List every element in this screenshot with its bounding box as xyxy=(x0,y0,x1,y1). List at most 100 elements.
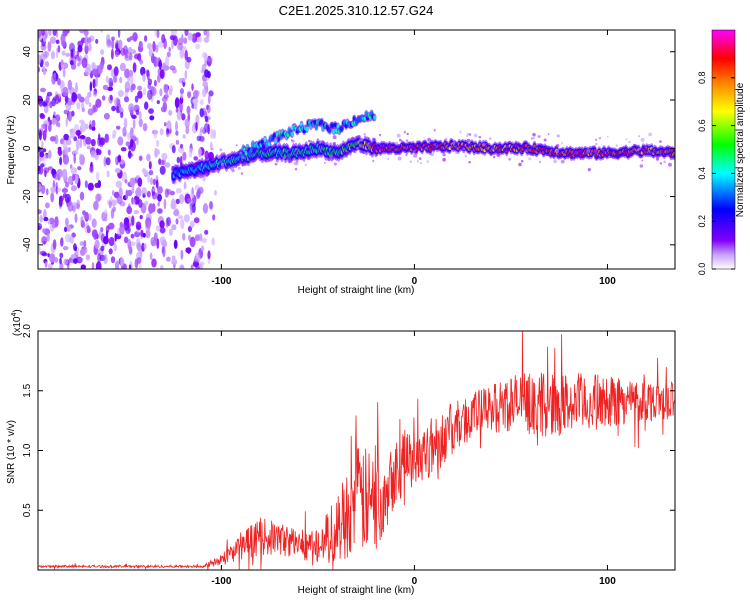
noise-blob xyxy=(132,198,136,206)
faint-dot xyxy=(615,144,618,147)
noise-blob xyxy=(191,83,194,91)
faint-dot xyxy=(520,159,524,163)
noise-blob xyxy=(62,154,69,165)
noise-blob xyxy=(175,218,179,225)
noise-blob xyxy=(182,232,186,241)
faint-dot xyxy=(396,133,401,138)
noise-blob xyxy=(94,239,100,249)
faint-dot xyxy=(537,135,541,138)
noise-blob xyxy=(180,249,184,260)
noise-blob xyxy=(92,229,98,240)
noise-blob xyxy=(125,141,131,147)
faint-dot xyxy=(554,154,558,157)
noise-blob xyxy=(124,81,131,92)
noise-blob xyxy=(171,39,174,50)
noise-blob xyxy=(198,264,203,269)
noise-blob xyxy=(210,128,214,140)
noise-blob xyxy=(120,111,124,119)
noise-blob xyxy=(70,167,78,175)
faint-dot xyxy=(333,162,337,166)
noise-blob xyxy=(143,243,147,250)
faint-dot xyxy=(590,152,593,155)
noise-blob xyxy=(45,202,50,209)
noise-blob xyxy=(47,263,53,269)
faint-dot xyxy=(547,133,550,136)
noise-blob xyxy=(168,109,173,116)
noise-blob xyxy=(162,246,166,258)
noise-blob xyxy=(137,177,143,187)
noise-blob xyxy=(40,30,45,36)
noise-blob xyxy=(180,218,185,230)
noise-blob xyxy=(136,137,139,146)
noise-blob xyxy=(124,49,129,59)
noise-blob xyxy=(151,203,156,213)
faint-dot xyxy=(434,144,438,148)
noise-blob xyxy=(176,110,182,121)
noise-blob xyxy=(129,177,136,187)
noise-blob xyxy=(74,174,79,185)
noise-blob xyxy=(50,192,55,203)
noise-blob xyxy=(159,220,165,229)
faint-dot xyxy=(397,156,402,161)
noise-blob xyxy=(204,115,209,123)
noise-blob xyxy=(59,257,62,265)
faint-dot xyxy=(304,164,307,167)
spectrogram-axes: -100 0 100 -40 -20 0 20 40 xyxy=(22,30,675,287)
faint-dot xyxy=(659,152,662,155)
noise-blob xyxy=(114,167,121,174)
snr-series-line xyxy=(38,331,675,570)
faint-dot xyxy=(231,168,235,173)
snr-y-tick-label: 1.5 xyxy=(22,383,33,397)
branch-core xyxy=(373,115,376,120)
faint-dot xyxy=(553,159,557,164)
noise-blob xyxy=(123,96,130,103)
noise-blob xyxy=(174,97,180,109)
noise-blob xyxy=(121,171,128,182)
noise-blob xyxy=(49,136,57,142)
noise-blob xyxy=(39,113,45,118)
faint-dot xyxy=(423,137,425,139)
faint-dot xyxy=(332,135,337,140)
noise-blob xyxy=(157,41,164,48)
noise-blob xyxy=(146,42,153,50)
noise-blob xyxy=(160,264,164,269)
noise-blob xyxy=(111,105,117,112)
noise-blob xyxy=(75,139,80,151)
faint-dot xyxy=(395,141,398,145)
noise-blob xyxy=(183,214,190,223)
noise-blob xyxy=(79,137,83,148)
faint-dot xyxy=(378,133,382,137)
noise-blob xyxy=(94,182,100,189)
snr-x-tick-label: 100 xyxy=(599,576,616,587)
faint-dot xyxy=(587,168,591,172)
faint-dot xyxy=(220,162,225,167)
snr-panel: -100 0 100 0.5 1.0 1.5 2.0 Height of straight … xyxy=(6,309,676,596)
noise-blob xyxy=(63,186,66,195)
noise-blob xyxy=(140,229,144,237)
noise-blob xyxy=(57,146,62,151)
faint-dot xyxy=(668,147,673,152)
colorbar-tick-label: 0.2 xyxy=(697,215,707,228)
noise-blob xyxy=(159,165,166,175)
noise-blob xyxy=(117,154,122,163)
faint-dot xyxy=(532,132,536,137)
snr-y-tick-label: 2.0 xyxy=(22,324,33,338)
noise-blob xyxy=(42,101,48,107)
noise-blob xyxy=(125,189,129,200)
noise-blob xyxy=(140,66,146,76)
noise-blob xyxy=(212,129,216,140)
noise-blob xyxy=(139,215,143,220)
faint-dot xyxy=(595,142,598,146)
faint-dot xyxy=(482,142,486,147)
faint-dot xyxy=(332,141,336,146)
noise-blob xyxy=(128,150,132,159)
noise-blob xyxy=(51,51,55,60)
noise-blob xyxy=(125,225,131,235)
noise-blob xyxy=(171,198,176,210)
noise-blob xyxy=(186,198,192,203)
faint-dot xyxy=(464,155,467,158)
noise-blob xyxy=(203,53,208,63)
faint-dot xyxy=(409,160,412,163)
noise-blob xyxy=(124,179,128,184)
